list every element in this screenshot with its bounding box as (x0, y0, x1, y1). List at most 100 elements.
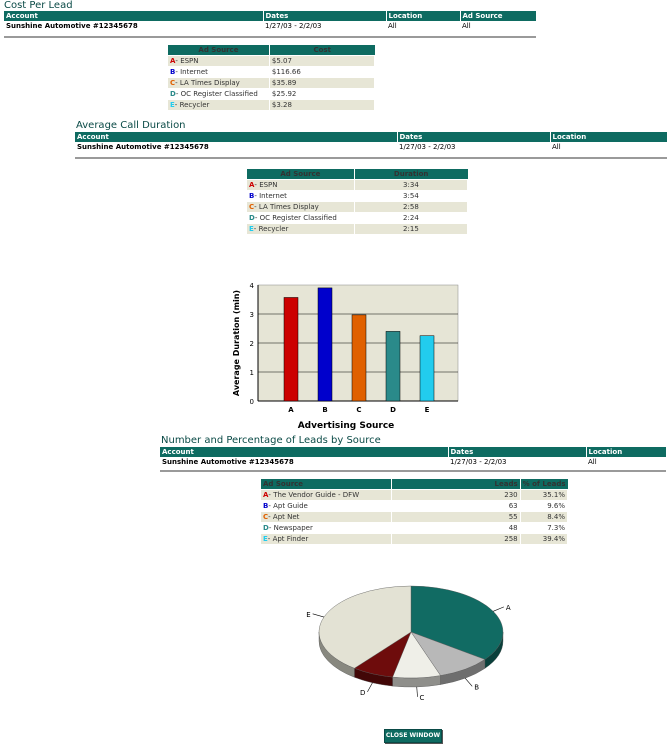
source-cell: A- ESPN (167, 55, 270, 67)
bar-b (317, 287, 333, 402)
source-letter: C (170, 79, 176, 87)
cost-cell: $25.92 (268, 88, 376, 100)
y-tick-label: 4 (250, 282, 255, 290)
dates-header: Dates (397, 132, 551, 142)
ad-source-header: Ad Source (460, 11, 536, 21)
source-letter: D (249, 214, 255, 222)
account-location: All (388, 22, 397, 30)
source-letter: E (249, 225, 254, 233)
cost-cell: $5.07 (268, 55, 376, 67)
pie-leader-line (464, 677, 473, 687)
bar-e (419, 335, 435, 402)
x-tick-label: E (425, 406, 430, 414)
account-location: All (552, 143, 561, 151)
duration-cell: 3:54 (353, 190, 469, 202)
location-header: Location (550, 132, 667, 142)
pie-leader-line (493, 606, 505, 612)
cost-per-lead-title: Cost Per Lead (4, 0, 73, 11)
x-tick-label: D (390, 406, 396, 414)
account-ad-source: All (462, 22, 471, 30)
separator: - (268, 524, 274, 532)
table-row: E- Recycler $3.28 (167, 99, 376, 111)
bar-c (351, 314, 367, 402)
source-letter: D (263, 524, 269, 532)
separator: - (254, 214, 260, 222)
leads-pie-chart: A B C D E (306, 585, 511, 702)
separator: - (268, 513, 273, 521)
close-window-button[interactable]: CLOSE WINDOW (384, 729, 442, 743)
table-row: C- LA Times Display 2:58 (246, 201, 469, 213)
pie-label-d: D (360, 689, 365, 697)
pct-cell: 39.4% (519, 533, 569, 545)
leads-cell: 63 (391, 500, 521, 512)
ad-source-header: Ad Source (260, 478, 392, 490)
source-cell: E- Apt Finder (260, 533, 392, 545)
separator: - (175, 90, 181, 98)
source-name: LA Times Display (258, 203, 319, 211)
cost-per-lead-account-table: Account Dates Location Ad Source Sunshin… (4, 11, 536, 31)
source-cell: A- The Vendor Guide - DFW (260, 489, 392, 501)
cost-cell: $35.89 (268, 77, 376, 89)
section-divider (160, 470, 666, 472)
pct-leads-header: % of Leads (519, 478, 568, 490)
source-letter: B (249, 192, 255, 200)
source-cell: D- OC Register Classified (167, 88, 270, 100)
separator: - (254, 192, 260, 200)
table-row: A- The Vendor Guide - DFW 230 35.1% (260, 489, 569, 501)
source-cell: B- Apt Guide (260, 500, 392, 512)
pct-cell: 35.1% (519, 489, 569, 501)
y-tick-label: 2 (250, 340, 254, 348)
y-tick-label: 1 (250, 369, 254, 377)
source-name: Apt Net (272, 513, 300, 521)
source-letter: A (263, 491, 269, 499)
table-row: E- Apt Finder 258 39.4% (260, 533, 569, 545)
dates-header: Dates (448, 447, 587, 457)
account-name: Sunshine Automotive #12345678 (6, 22, 138, 30)
source-letter: E (170, 101, 175, 109)
source-letter: C (263, 513, 269, 521)
source-cell: B- Internet (246, 190, 355, 202)
table-row: A- ESPN $5.07 (167, 55, 376, 67)
y-tick-label: 3 (250, 311, 254, 319)
source-name: Apt Guide (273, 502, 308, 510)
dates-header: Dates (263, 11, 387, 21)
bar-d (385, 331, 401, 402)
separator: - (175, 79, 180, 87)
separator: - (267, 535, 273, 543)
avg-call-duration-table: Ad Source Duration A- ESPN 3:34 B- Interne… (246, 168, 469, 235)
table-row: B- Internet $116.66 (167, 66, 376, 78)
table-row: D- Newspaper 48 7.3% (260, 522, 569, 534)
leads-cell: 55 (391, 511, 521, 523)
source-cell: E- Recycler (246, 223, 355, 235)
source-name: The Vendor Guide - DFW (273, 491, 360, 499)
source-name: Apt Finder (272, 535, 309, 543)
duration-cell: 2:58 (353, 201, 469, 213)
table-row: B- Apt Guide 63 9.6% (260, 500, 569, 512)
duration-cell: 2:15 (353, 223, 469, 235)
source-letter: A (170, 57, 176, 65)
pct-cell: 8.4% (519, 511, 569, 523)
source-name: Recycler (258, 225, 289, 233)
leads-header: Leads (391, 478, 521, 490)
source-name: ESPN (180, 57, 199, 65)
table-row: E- Recycler 2:15 (246, 223, 469, 235)
pie-slice-e (318, 585, 412, 669)
source-cell: E- Recycler (167, 99, 270, 111)
cost-cell: $116.66 (268, 66, 376, 78)
duration-cell: 2:24 (353, 212, 469, 224)
source-letter: C (249, 203, 255, 211)
table-row: A- ESPN 3:34 (246, 179, 469, 191)
account-name: Sunshine Automotive #12345678 (77, 143, 209, 151)
section-divider (75, 157, 667, 159)
avg-call-duration-title: Average Call Duration (76, 120, 186, 131)
pie-label-c: C (419, 694, 424, 702)
source-letter: D (170, 90, 176, 98)
separator: - (268, 491, 274, 499)
avg-duration-bar-chart: 0 1 2 3 4 A B C D E Advertising Source Average Dura… (232, 282, 459, 430)
source-cell: D- OC Register Classified (246, 212, 355, 224)
account-header: Account (160, 447, 449, 457)
account-header: Account (75, 132, 398, 142)
separator: - (174, 101, 180, 109)
duration-cell: 3:34 (353, 179, 469, 191)
pct-cell: 9.6% (519, 500, 569, 512)
